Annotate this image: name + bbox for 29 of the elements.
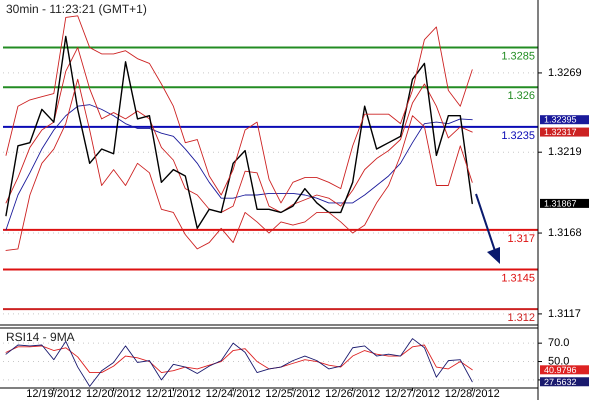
line-series xyxy=(6,78,473,251)
text: 1.32317 xyxy=(544,127,577,138)
x-tick-label: 12/27/2012 xyxy=(384,388,440,400)
x-tick-label: 12/19/2012 xyxy=(26,388,82,400)
line-series xyxy=(6,104,473,230)
text: 1.31867 xyxy=(544,198,577,208)
ref-line-label: 1.326 xyxy=(507,90,535,102)
y-tick-label: 1.3269 xyxy=(548,66,582,79)
y-tick-label: 1.3117 xyxy=(548,308,581,320)
line-series xyxy=(6,15,473,204)
ref-line-label: 1.3285 xyxy=(501,50,535,63)
x-tick-label: 12/21/2012 xyxy=(146,388,201,400)
text: 1.32395 xyxy=(544,114,577,125)
chart-title: 30min - 11:23:21 (GMT+1) xyxy=(6,2,147,16)
chart-title: RSI14 - 9MA xyxy=(6,330,75,344)
y-tick-label: 1.3168 xyxy=(548,227,582,240)
x-tick-label: 12/25/2012 xyxy=(265,388,320,400)
y-tick-label: 70.0 xyxy=(548,337,570,350)
x-tick-label: 12/20/2012 xyxy=(86,388,142,400)
ref-line-label: 1.312 xyxy=(507,312,535,324)
line-series xyxy=(6,344,473,374)
ref-line-label: 1.3145 xyxy=(501,272,535,285)
x-tick-label: 12/28/2012 xyxy=(444,388,500,400)
x-tick-label: 12/26/2012 xyxy=(325,388,380,400)
text: 27.5632 xyxy=(544,376,577,387)
ref-line-label: 1.317 xyxy=(507,232,535,245)
y-tick-label: 1.3219 xyxy=(548,146,582,158)
ref-line-label: 1.3235 xyxy=(501,130,535,142)
x-tick-label: 12/24/2012 xyxy=(206,388,261,400)
